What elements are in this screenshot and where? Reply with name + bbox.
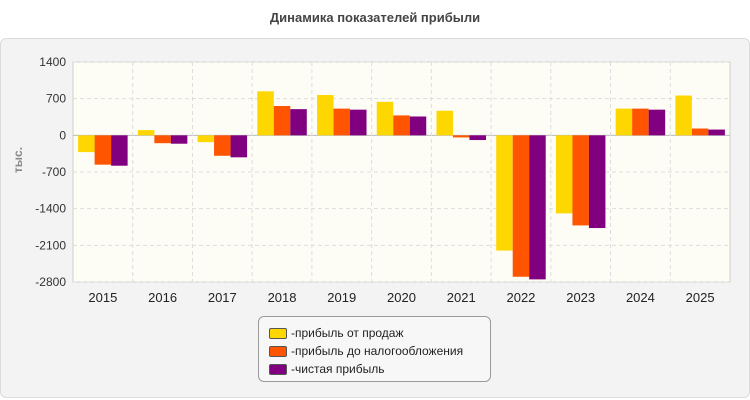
- bar-net-profit: [170, 135, 188, 144]
- bar-sales-profit: [376, 101, 394, 136]
- bar-pretax-profit: [273, 106, 291, 136]
- bar-net-profit: [588, 135, 606, 229]
- bar-pretax-profit: [214, 135, 231, 156]
- chart-title: Динамика показателей прибыли: [269, 10, 481, 25]
- bar-pretax-profit: [94, 135, 112, 165]
- bar-sales-profit: [555, 135, 573, 214]
- x-tick-label: 2016: [148, 290, 177, 305]
- bar-net-profit: [648, 109, 666, 136]
- legend-label-net-profit: чистая прибыль: [295, 362, 385, 376]
- bar-net-profit: [529, 135, 546, 280]
- bar-sales-profit: [436, 110, 453, 136]
- legend: - прибыль от продаж - прибыль до налогоо…: [258, 316, 491, 382]
- bar-pretax-profit: [572, 135, 589, 226]
- bar-net-profit: [469, 135, 486, 141]
- bar-sales-profit: [257, 91, 274, 136]
- y-tick-label: -2800: [35, 275, 66, 289]
- x-tick-label: 2021: [447, 290, 476, 305]
- x-tick-label: 2019: [327, 290, 356, 305]
- legend-swatch-pretax-profit: [269, 345, 287, 357]
- y-tick-label: 0: [59, 128, 66, 142]
- x-tick-label: 2024: [626, 290, 655, 305]
- y-tick-label: 700: [46, 92, 66, 106]
- bar-pretax-profit: [393, 115, 410, 136]
- bar-sales-profit: [675, 95, 692, 136]
- legend-item-pretax-profit: - прибыль до налогообложения: [269, 343, 463, 359]
- bar-sales-profit: [78, 135, 95, 153]
- legend-item-sales-profit: - прибыль от продаж: [269, 325, 404, 341]
- x-tick-label: 2015: [88, 290, 117, 305]
- bar-net-profit: [230, 135, 248, 158]
- bar-pretax-profit: [154, 135, 171, 144]
- x-tick-label: 2025: [686, 290, 715, 305]
- x-tick-label: 2018: [268, 290, 297, 305]
- x-tick-label: 2023: [566, 290, 595, 305]
- y-tick-label: -2100: [35, 238, 66, 252]
- bar-net-profit: [708, 129, 725, 136]
- legend-swatch-net-profit: [269, 363, 287, 375]
- bar-pretax-profit: [691, 128, 709, 136]
- legend-swatch-sales-profit: [269, 327, 287, 339]
- bar-pretax-profit: [452, 135, 470, 138]
- bar-sales-profit: [317, 95, 334, 136]
- y-tick-label: -1400: [35, 202, 66, 216]
- bar-pretax-profit: [512, 135, 530, 277]
- bar-sales-profit: [615, 108, 633, 136]
- bar-pretax-profit: [632, 108, 649, 136]
- legend-label-sales-profit: прибыль от продаж: [295, 326, 404, 340]
- bar-net-profit: [111, 135, 128, 166]
- legend-label-pretax-profit: прибыль до налогообложения: [295, 344, 464, 358]
- bar-sales-profit: [496, 135, 513, 251]
- y-tick-label: -700: [42, 165, 66, 179]
- x-tick-label: 2020: [387, 290, 416, 305]
- legend-item-net-profit: - чистая прибыль: [269, 361, 384, 377]
- y-axis-label: тыс.: [11, 147, 25, 173]
- x-tick-label: 2022: [506, 290, 535, 305]
- bar-net-profit: [409, 116, 427, 136]
- bar-sales-profit: [197, 135, 215, 143]
- y-tick-label: 1400: [39, 55, 66, 69]
- x-tick-label: 2017: [208, 290, 237, 305]
- bar-net-profit: [290, 109, 307, 136]
- bar-pretax-profit: [333, 108, 351, 136]
- bar-sales-profit: [137, 130, 155, 136]
- bar-net-profit: [350, 109, 367, 136]
